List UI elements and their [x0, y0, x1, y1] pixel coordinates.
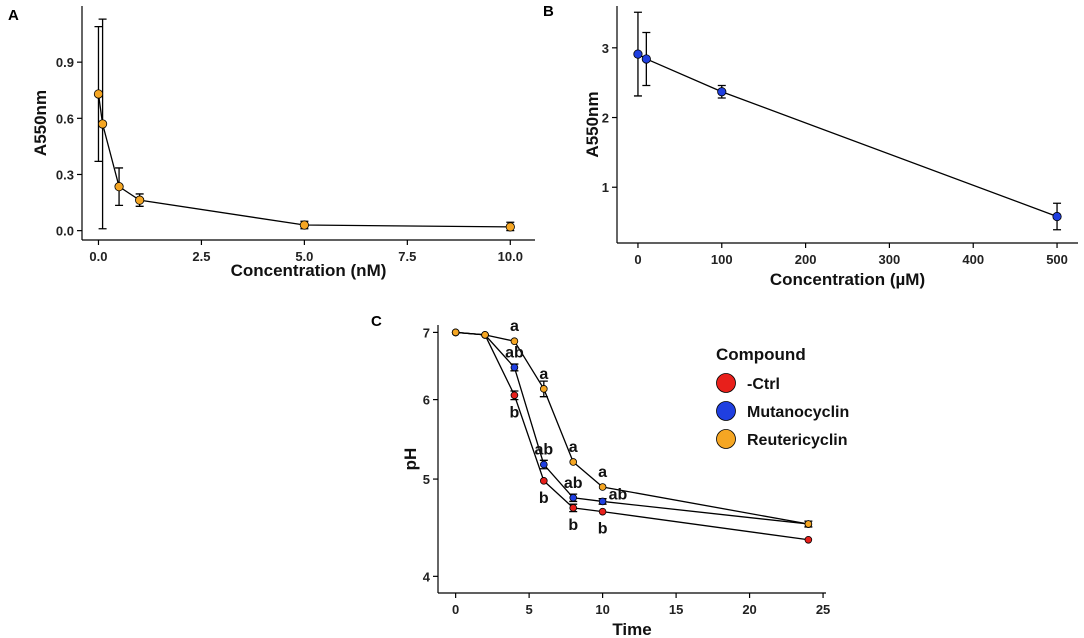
y-tick-label: 2 [602, 111, 609, 126]
y-tick-label: 0.6 [56, 111, 74, 126]
data-point-reutericyclin [299, 220, 309, 230]
panel-label-a: A [8, 7, 19, 24]
y-tick-label: 6 [423, 393, 430, 408]
legend-swatch-ctrl [716, 373, 736, 393]
x-tick-label: 10.0 [498, 249, 523, 264]
legend: Compound -Ctrl Mutanocyclin Reutericyclin [716, 345, 849, 449]
significance-label: b [598, 521, 608, 538]
y-tick-label: 7 [423, 325, 430, 340]
data-point-ctrl [510, 391, 519, 400]
significance-label: a [510, 318, 519, 335]
legend-label-mutanocyclin: Mutanocyclin [747, 404, 849, 421]
legend-label-reutericyclin: Reutericyclin [747, 432, 847, 449]
panel-label-c: C [371, 313, 382, 330]
y-tick-label: 3 [602, 41, 609, 56]
x-tick-label: 10 [595, 602, 609, 617]
y-axis-title: A550nm [583, 91, 602, 157]
y-axis-title: A550nm [31, 90, 50, 156]
x-tick-label: 2.5 [192, 249, 210, 264]
panel-b-chart: 0 100 200 300 400 500 1 2 3 Concentration (µM) A55… [583, 6, 1078, 289]
y-tick-label: 5 [423, 472, 430, 487]
x-tick-label: 200 [795, 252, 817, 267]
x-tick-label: 300 [879, 252, 901, 267]
y-tick-label: 1 [602, 180, 609, 195]
data-point-reutericyclin [135, 195, 145, 205]
significance-label: ab [609, 486, 628, 503]
x-axis-title: Concentration (µM) [770, 270, 925, 289]
legend-label-ctrl: -Ctrl [747, 376, 780, 393]
data-point-reutericyclin [505, 222, 515, 232]
legend-title: Compound [716, 345, 806, 364]
x-tick-label: 7.5 [398, 249, 416, 264]
data-point-ctrl [569, 504, 578, 512]
panel-label-b: B [543, 3, 554, 20]
significance-label: b [539, 490, 549, 507]
data-point-reutericyclin [114, 182, 124, 192]
data-point-mutanocyclin [569, 493, 578, 502]
x-tick-label: 0 [634, 252, 641, 267]
significance-label: b [568, 517, 578, 534]
data-point-reutericyclin [451, 328, 460, 337]
series-line-mutanocyclin [637, 53, 1058, 218]
data-point-mutanocyclin [717, 87, 727, 97]
data-point-reutericyclin [540, 385, 548, 393]
data-point-mutanocyclin [510, 363, 519, 372]
data-point-reutericyclin [569, 458, 578, 466]
series-line-reutericyclin [97, 93, 511, 228]
data-point-reutericyclin [510, 337, 519, 346]
significance-label: ab [505, 344, 524, 361]
significance-label: a [569, 439, 578, 456]
x-tick-label: 400 [962, 252, 984, 267]
x-tick-label: 5.0 [295, 249, 313, 264]
x-axis-title: Concentration (nM) [231, 261, 387, 280]
significance-label: a [539, 366, 548, 383]
data-point-ctrl [598, 507, 607, 516]
legend-swatch-mutanocyclin [716, 401, 736, 421]
y-tick-label: 4 [423, 569, 431, 584]
x-tick-label: 25 [816, 602, 830, 617]
x-tick-label: 20 [742, 602, 756, 617]
significance-label: ab [534, 441, 553, 458]
x-axis-title: Time [612, 620, 651, 638]
data-point-mutanocyclin [633, 49, 643, 59]
data-point-reutericyclin [97, 119, 108, 129]
data-point-mutanocyclin [641, 54, 651, 64]
legend-swatch-reutericyclin [716, 429, 736, 449]
data-point-reutericyclin [481, 331, 489, 339]
significance-label: a [598, 464, 607, 481]
x-tick-label: 5 [526, 602, 533, 617]
x-tick-label: 500 [1046, 252, 1068, 267]
x-tick-label: 0.0 [89, 249, 107, 264]
data-point-ctrl [540, 477, 548, 485]
x-tick-label: 0 [452, 602, 459, 617]
y-tick-label: 0.9 [56, 55, 74, 70]
data-point-mutanocyclin [598, 497, 607, 506]
data-point-mutanocyclin [1052, 211, 1062, 222]
panel-a-chart: 0.0 2.5 5.0 7.5 10.0 0.0 0.3 0.6 0.9 Concentratio… [31, 6, 535, 280]
data-point-reutericyclin [804, 520, 813, 528]
significance-label: b [510, 404, 520, 421]
data-point-reutericyclin [93, 89, 104, 99]
significance-label: ab [564, 475, 583, 492]
y-axis-title: pH [401, 448, 420, 471]
data-point-mutanocyclin [540, 460, 548, 469]
data-point-ctrl [804, 535, 813, 544]
data-point-reutericyclin [598, 483, 607, 491]
x-tick-label: 15 [669, 602, 683, 617]
x-tick-label: 100 [711, 252, 733, 267]
y-tick-label: 0.3 [56, 167, 74, 182]
y-tick-label: 0.0 [56, 224, 74, 239]
